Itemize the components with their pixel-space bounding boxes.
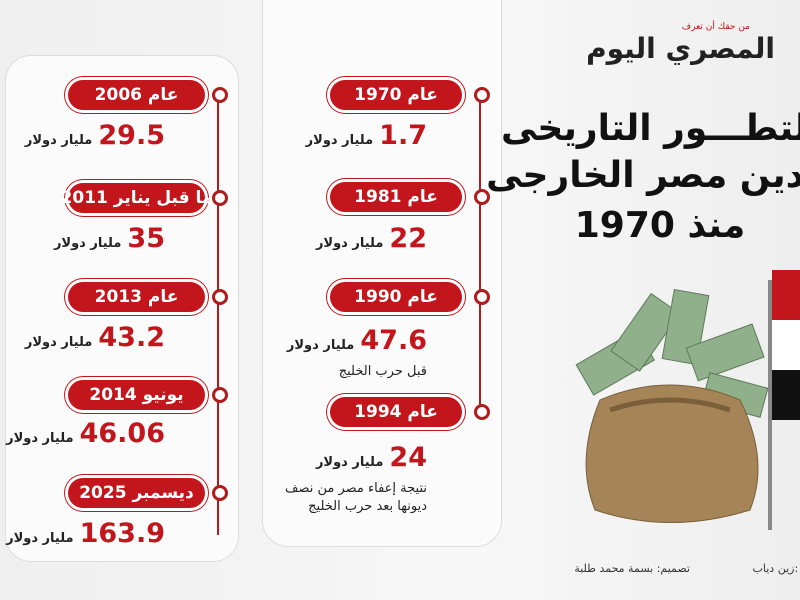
design-credit: تصميم: بسمة محمد طلبة <box>574 562 690 575</box>
year-pill: عام 2006 <box>68 80 205 110</box>
value-unit: مليار دولار <box>24 335 93 350</box>
debt-value: 35 مليار دولار <box>54 223 165 254</box>
timeline-dot <box>474 87 490 103</box>
timeline-dot <box>212 87 228 103</box>
timeline-dot <box>212 485 228 501</box>
value-unit: مليار دولار <box>6 431 74 446</box>
value-number: 43.2 <box>98 322 165 353</box>
value-number: 47.6 <box>360 325 427 356</box>
value-unit: مليار دولار <box>6 531 74 546</box>
value-number: 163.9 <box>79 518 165 549</box>
year-pill: عام 1990 <box>330 282 462 312</box>
value-unit: مليار دولار <box>286 338 355 353</box>
value-note: نتيجة إعفاء مصر من نصف ديونها بعد حرب ال… <box>285 481 427 514</box>
year-pill: عام 2013 <box>68 282 205 312</box>
value-unit: مليار دولار <box>315 455 384 470</box>
value-number: 24 <box>389 442 427 473</box>
year-pill: عام 1981 <box>330 182 462 212</box>
debt-value: 1.7 مليار دولار <box>306 120 427 151</box>
timeline-line <box>217 95 219 535</box>
value-unit: مليار دولار <box>305 133 374 148</box>
debt-value: 29.5 مليار دولار <box>25 120 165 151</box>
debt-value: 22 مليار دولار <box>316 223 427 254</box>
value-number: 35 <box>127 223 165 254</box>
debt-value: 47.6 مليار دولار <box>287 325 427 356</box>
debt-value: 46.06 مليار دولار <box>6 418 165 449</box>
debt-value: 24 مليار دولار <box>316 442 427 473</box>
timeline-dot <box>212 190 228 206</box>
year-pill: ديسمبر 2025 <box>68 478 205 508</box>
value-number: 46.06 <box>79 418 165 449</box>
timeline-dot <box>212 387 228 403</box>
prepared-credit: إعداد :زين دياب <box>752 562 800 575</box>
year-pill: يونيو 2014 <box>68 380 205 410</box>
timeline-dot <box>474 189 490 205</box>
title-line: لدين مصر الخارجى <box>486 155 800 196</box>
value-number: 22 <box>389 223 427 254</box>
value-note: قبل حرب الخليج <box>338 364 427 379</box>
value-unit: مليار دولار <box>315 236 384 251</box>
timeline-dot <box>474 289 490 305</box>
money-bag-illustration <box>575 270 800 530</box>
timeline-line <box>479 95 481 415</box>
year-pill: عام 1970 <box>330 80 462 110</box>
logo-tagline: من حقك أن تعرف <box>681 22 750 32</box>
debt-value: 43.2 مليار دولار <box>25 322 165 353</box>
value-unit: مليار دولار <box>53 236 122 251</box>
title-line: التطـــور التاريخى <box>500 108 800 149</box>
value-number: 1.7 <box>379 120 427 151</box>
logo: المصري اليوم <box>586 32 775 65</box>
value-unit: مليار دولار <box>24 133 93 148</box>
year-pill: ما قبل يناير 2011 <box>61 183 212 213</box>
timeline-dot <box>212 289 228 305</box>
title-line: منذ 1970 <box>574 205 746 246</box>
year-pill: عام 1994 <box>330 397 462 427</box>
timeline-dot <box>474 404 490 420</box>
value-number: 29.5 <box>98 120 165 151</box>
debt-value: 163.9 مليار دولار <box>6 518 165 549</box>
